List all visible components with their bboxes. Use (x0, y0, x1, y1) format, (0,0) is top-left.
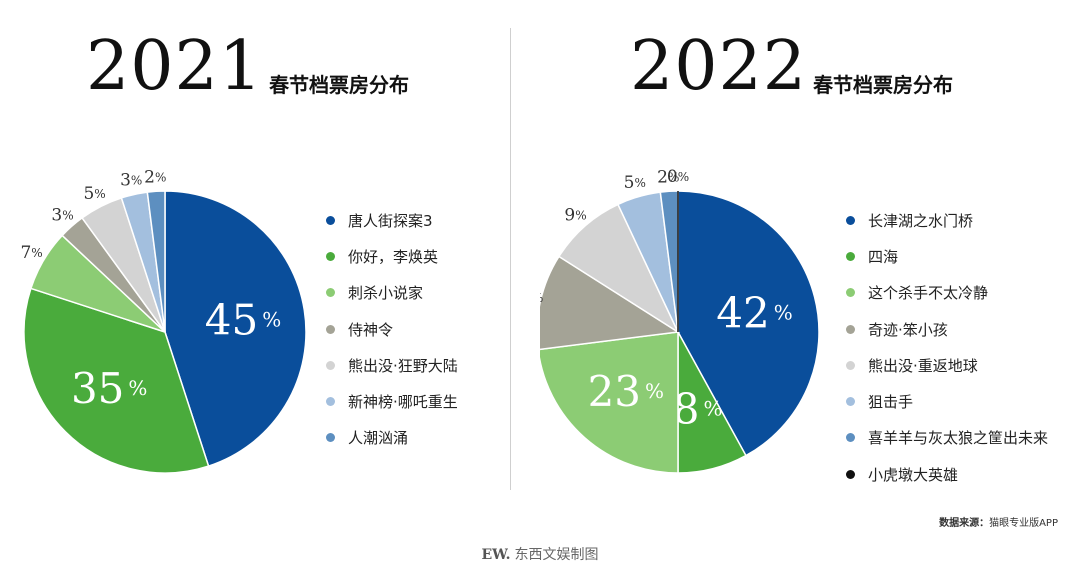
legend-swatch (326, 397, 335, 407)
chart-subtitle: 春节档票房分布 (813, 73, 954, 97)
pie-slice (677, 190, 820, 457)
brand-logo: EW. (481, 547, 511, 563)
pie-2022: 42%8%23%11%9%5%2%0% (540, 167, 820, 474)
year-label: 2022 (630, 27, 808, 106)
legend-item: 四海 (846, 238, 1048, 274)
data-source-label: 数据来源： (939, 518, 990, 529)
legend-swatch (846, 360, 855, 370)
year-label: 2021 (86, 27, 264, 106)
legend-swatch (846, 215, 855, 225)
data-label: 5% (624, 173, 646, 193)
pie-slice (164, 190, 307, 468)
pie-slice (23, 287, 210, 474)
pie-slice (557, 203, 680, 335)
legend-swatch (846, 288, 855, 298)
data-label: 7% (20, 243, 42, 263)
legend-item: 这个杀手不太冷静 (846, 275, 1048, 311)
chart-title-2021: 2021 春节档票房分布 (86, 30, 409, 104)
legend-item: 唐人街探案3 (326, 202, 458, 238)
data-label: 2% (657, 167, 679, 187)
pie-slice (146, 190, 166, 333)
legend-label: 人潮汹涌 (348, 429, 409, 448)
legend-label: 熊出没·狂野大陆 (348, 356, 458, 375)
legend-2021: 唐人街探案3 你好，李焕英 刺杀小说家侍神令熊出没·狂野大陆 新神榜·哪吒重生 人潮汹涌 (326, 202, 458, 456)
legend-item: 熊出没·重返地球 (846, 347, 1048, 383)
data-label: 3% (51, 206, 73, 226)
legend-item: 喜羊羊与灰太狼之筐出未来 (846, 420, 1048, 456)
legend-label: 刺杀小说家 (348, 284, 424, 303)
legend-label: 长津湖之水门桥 (868, 211, 974, 230)
legend-swatch (846, 433, 855, 443)
pie-slice (540, 331, 679, 474)
panel-divider (510, 28, 511, 490)
legend-swatch (326, 215, 335, 225)
legend-swatch (846, 469, 855, 479)
data-label: 0% (667, 167, 689, 187)
legend-label: 小虎墩大英雄 (868, 465, 959, 484)
chart-2021: 2021 春节档票房分布 45% 35% 7% 3% 5% 3% 2% 唐人街探案3 你好，李… (20, 30, 458, 474)
legend-item: 你好，李焕英 (326, 238, 458, 274)
chart-title-2022: 2022 春节档票房分布 (630, 30, 953, 104)
legend-item: 侍神令 (326, 311, 458, 347)
data-label: 45% (205, 295, 281, 344)
legend-swatch (326, 324, 335, 334)
brand-text: 东西文娱制图 (514, 547, 599, 563)
data-label: 35% (71, 363, 147, 412)
legend-swatch (326, 360, 335, 370)
legend-label: 这个杀手不太冷静 (868, 284, 989, 303)
chart-subtitle: 春节档票房分布 (269, 73, 410, 97)
data-label: 2% (144, 167, 166, 187)
legend-label: 熊出没·重返地球 (868, 356, 978, 375)
chart-2022: 2022 春节档票房分布 42%8%23%11%9%5%2%0% 长津湖之水门桥… (540, 0, 1080, 587)
data-source: 数据来源：猫眼专业版APP (939, 514, 1058, 529)
legend-swatch (846, 251, 855, 261)
legend-swatch (846, 324, 855, 334)
legend-label: 四海 (868, 247, 899, 266)
legend-item: 刺杀小说家 (326, 275, 458, 311)
legend-swatch (846, 397, 855, 407)
legend-swatch (326, 251, 335, 261)
legend-item: 人潮汹涌 (326, 420, 458, 456)
data-label: 5% (83, 184, 105, 204)
legend-label: 新神榜·哪吒重生 (348, 393, 458, 412)
legend-label: 奇迹·笨小孩 (868, 320, 948, 339)
legend-item: 长津湖之水门桥 (846, 202, 1048, 238)
data-label: 3% (120, 171, 142, 191)
legend-label: 狙击手 (868, 393, 914, 412)
legend-label: 喜羊羊与灰太狼之筐出未来 (868, 429, 1049, 448)
data-label: 11% (540, 288, 543, 308)
legend-label: 唐人街探案3 (348, 211, 433, 230)
legend-item: 狙击手 (846, 383, 1048, 419)
pie-slice (540, 255, 681, 351)
legend-item: 小虎墩大英雄 (846, 456, 1048, 492)
legend-swatch (326, 433, 335, 443)
pie-2021: 45 %35 %7%3%5%3% 2% (20, 167, 307, 474)
data-label: 42% (716, 288, 792, 337)
legend-item: 新神榜·哪吒重生 (326, 383, 458, 419)
legend-2022: 长津湖之水门桥 四海这个杀手不太冷静 奇迹·笨小孩熊出没·重返地球 狙击手喜羊羊与灰太… (846, 202, 1048, 492)
brand-footer: EW. 东西文娱制图 (0, 544, 1080, 564)
legend-item: 奇迹·笨小孩 (846, 311, 1048, 347)
legend-item: 熊出没·狂野大陆 (326, 347, 458, 383)
data-source-text: 猫眼专业版APP (989, 518, 1058, 529)
legend-label: 你好，李焕英 (348, 247, 439, 266)
data-label: 9% (564, 206, 586, 226)
data-label: 23% (588, 367, 664, 416)
legend-label: 侍神令 (348, 320, 394, 339)
legend-swatch (326, 288, 335, 298)
